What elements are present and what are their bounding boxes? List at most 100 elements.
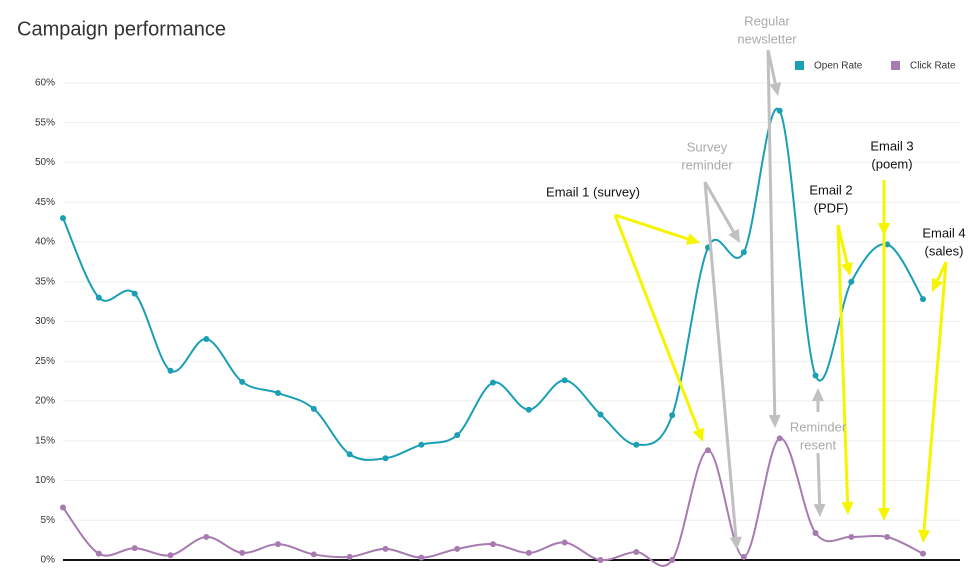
data-point — [669, 412, 676, 419]
data-point — [310, 405, 317, 412]
data-point — [633, 441, 640, 448]
data-point — [776, 435, 783, 442]
annotation-arrow — [613, 214, 700, 431]
data-point — [884, 241, 891, 248]
arrow-head — [813, 503, 826, 517]
arrow-head — [729, 536, 742, 550]
data-point — [597, 557, 604, 563]
data-point — [776, 107, 783, 114]
data-point — [490, 379, 496, 386]
data-point — [740, 553, 747, 560]
legend-swatch — [795, 61, 804, 70]
data-point — [203, 533, 210, 540]
data-point — [669, 557, 676, 563]
data-point — [275, 390, 281, 397]
annotation-arrow — [614, 213, 689, 241]
data-point — [920, 296, 926, 303]
data-point — [131, 290, 138, 297]
y-tick-label: 40% — [35, 237, 55, 248]
annotation: Email 4 — [922, 225, 965, 240]
annotation: (sales) — [924, 243, 963, 258]
y-tick-label: 55% — [35, 117, 55, 128]
data-point — [740, 249, 747, 256]
arrow-head — [841, 261, 853, 276]
data-point — [561, 377, 568, 384]
annotation: Email 2 — [809, 182, 852, 197]
y-tick-label: 5% — [41, 515, 56, 526]
annotation: Email 3 — [870, 138, 913, 153]
annotation: (PDF) — [814, 200, 849, 215]
annotation: reminder — [681, 157, 733, 172]
y-tick-label: 50% — [35, 157, 55, 168]
y-tick-label: 45% — [35, 197, 55, 208]
data-point — [884, 533, 891, 540]
arrow-head — [685, 233, 700, 245]
legend-label: Click Rate — [910, 61, 956, 72]
y-tick-label: 20% — [35, 396, 55, 407]
data-point — [60, 504, 66, 511]
data-point — [310, 551, 317, 558]
data-point — [95, 550, 102, 557]
data-point — [167, 552, 174, 559]
arrow-head — [768, 414, 781, 428]
annotation-arrow — [703, 181, 738, 538]
data-point — [920, 550, 926, 557]
data-point — [167, 367, 174, 374]
series-line — [62, 107, 924, 461]
data-point — [60, 215, 66, 222]
y-tick-label: 0% — [41, 555, 56, 566]
annotation-arrow — [836, 224, 850, 503]
data-point — [418, 441, 425, 448]
arrow-head — [812, 388, 824, 401]
chart-title: Campaign performance — [17, 18, 226, 40]
data-point — [454, 545, 461, 552]
data-point — [131, 545, 138, 552]
data-point — [239, 549, 246, 556]
arrow-head — [918, 529, 931, 543]
data-point — [346, 451, 353, 458]
arrow-head — [932, 277, 943, 292]
data-point — [382, 545, 389, 552]
arrow-head — [841, 501, 854, 515]
arrow-head — [769, 82, 782, 96]
annotation-arrow — [766, 49, 777, 416]
data-point — [346, 553, 353, 560]
data-point — [597, 411, 604, 418]
y-tick-label: 30% — [35, 316, 55, 327]
annotation: Email 1 (survey) — [546, 184, 640, 199]
y-tick-label: 60% — [35, 78, 55, 89]
annotation-arrow — [703, 181, 735, 233]
data-point — [418, 554, 425, 561]
data-point — [490, 541, 496, 548]
y-tick-label: 25% — [35, 356, 55, 367]
data-point — [848, 278, 855, 285]
data-point — [275, 541, 281, 548]
data-point — [239, 378, 246, 385]
annotation: newsletter — [737, 31, 797, 46]
data-point — [633, 549, 640, 556]
arrow-head — [692, 427, 704, 442]
annotation: Regular — [744, 13, 790, 28]
data-point — [525, 406, 532, 413]
annotation: Survey — [687, 139, 728, 154]
data-point — [203, 335, 210, 342]
data-point — [95, 294, 102, 301]
legend-label: Open Rate — [814, 61, 863, 72]
data-point — [525, 549, 532, 556]
annotation: (poem) — [871, 156, 912, 171]
y-tick-label: 10% — [35, 475, 55, 486]
data-point — [812, 372, 819, 379]
data-point — [848, 533, 855, 540]
data-point — [705, 447, 711, 454]
data-point — [561, 539, 568, 546]
annotation-arrow — [816, 452, 822, 505]
annotation: resent — [800, 437, 837, 452]
arrow-head — [728, 228, 740, 243]
legend-swatch — [891, 61, 900, 70]
annotation: Reminder — [790, 419, 847, 434]
y-tick-label: 35% — [35, 276, 55, 287]
y-tick-label: 15% — [35, 435, 55, 446]
data-point — [382, 455, 389, 462]
